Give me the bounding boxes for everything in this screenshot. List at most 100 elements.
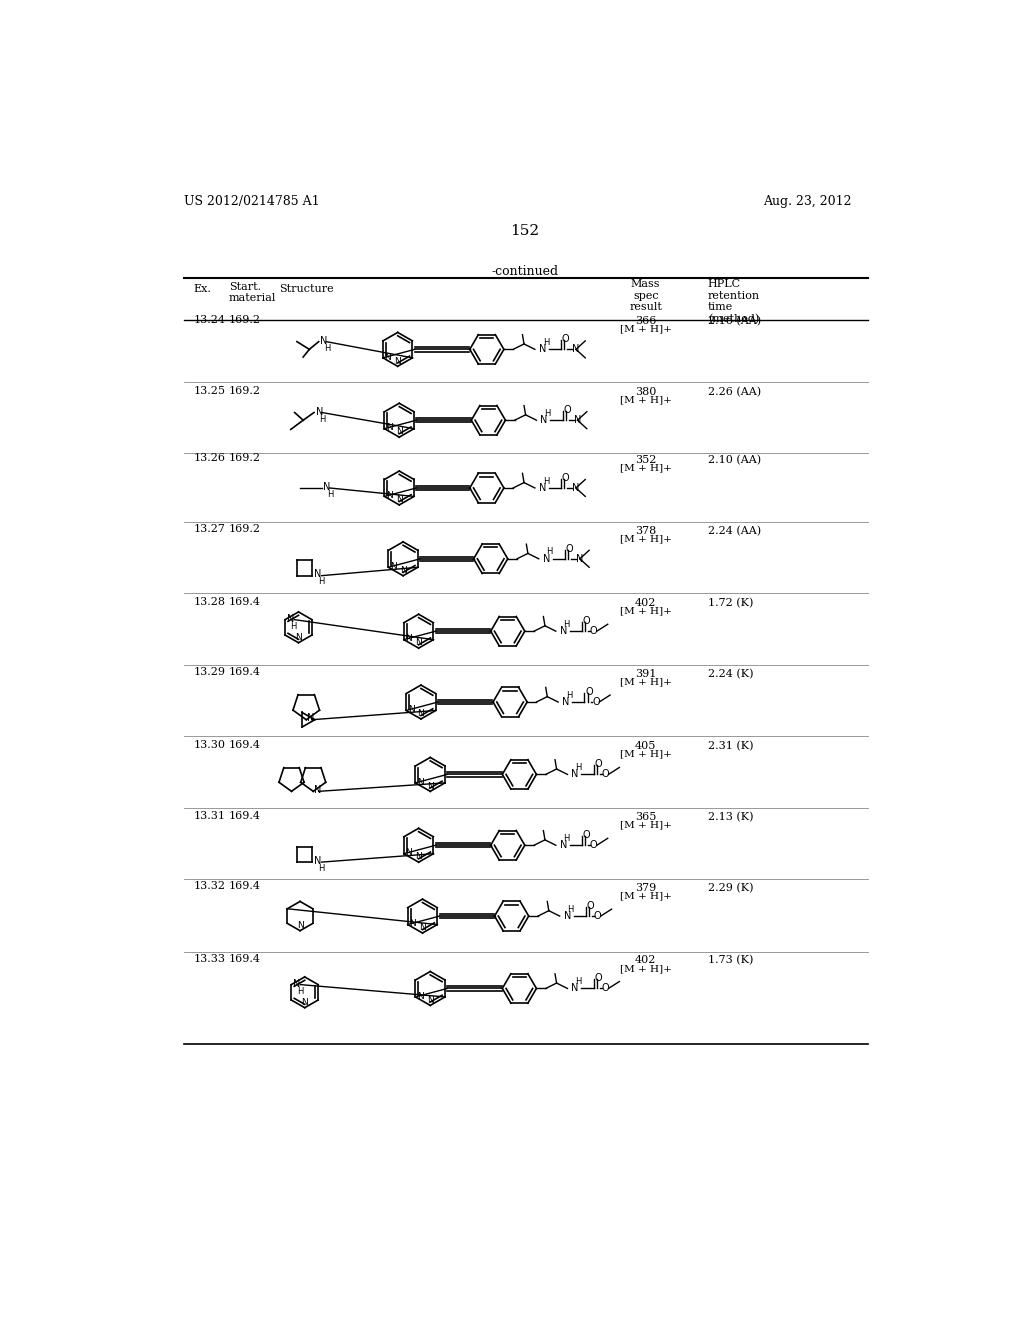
Text: H: H — [566, 690, 572, 700]
Text: 379: 379 — [635, 883, 656, 892]
Text: 380: 380 — [635, 387, 656, 397]
Text: 13.24: 13.24 — [194, 314, 226, 325]
Text: 169.4: 169.4 — [228, 954, 261, 964]
Text: Mass
spec
result: Mass spec result — [630, 280, 663, 313]
Text: H: H — [317, 863, 325, 873]
Text: 402: 402 — [635, 956, 656, 965]
Text: 13.28: 13.28 — [194, 597, 226, 606]
Text: N: N — [295, 634, 302, 642]
Text: N: N — [399, 566, 407, 576]
Text: N: N — [396, 495, 402, 504]
Text: 169.4: 169.4 — [228, 597, 261, 606]
Text: N: N — [539, 483, 546, 492]
Text: Aug. 23, 2012: Aug. 23, 2012 — [764, 195, 852, 209]
Text: [M + H]+: [M + H]+ — [620, 325, 672, 334]
Text: HPLC
retention
time
(method): HPLC retention time (method) — [708, 280, 760, 325]
Text: H: H — [563, 834, 570, 842]
Text: 13.33: 13.33 — [194, 954, 226, 964]
Text: Start.
material: Start. material — [228, 281, 276, 304]
Text: -continued: -continued — [492, 264, 558, 277]
Text: 169.4: 169.4 — [228, 739, 261, 750]
Text: 169.4: 169.4 — [228, 882, 261, 891]
Text: N: N — [293, 979, 300, 989]
Text: N: N — [386, 424, 393, 433]
Text: 169.2: 169.2 — [228, 314, 261, 325]
Text: H: H — [543, 338, 549, 347]
Text: 13.25: 13.25 — [194, 385, 226, 396]
Text: N: N — [575, 554, 584, 564]
Text: O: O — [587, 902, 594, 911]
Text: N: N — [307, 713, 314, 723]
Text: N: N — [324, 482, 331, 492]
Text: N: N — [571, 770, 579, 779]
Text: O: O — [586, 686, 593, 697]
Text: N: N — [314, 569, 322, 579]
Text: N: N — [563, 911, 571, 921]
Text: Structure: Structure — [280, 284, 334, 294]
Text: 152: 152 — [510, 224, 540, 238]
Text: N: N — [416, 639, 422, 647]
Text: [M + H]+: [M + H]+ — [620, 891, 672, 900]
Text: H: H — [291, 622, 297, 631]
Text: N: N — [384, 352, 391, 362]
Text: O: O — [563, 405, 571, 416]
Text: 365: 365 — [635, 812, 656, 822]
Text: N: N — [417, 991, 424, 1001]
Text: 2.24 (AA): 2.24 (AA) — [708, 525, 761, 536]
Text: N: N — [394, 356, 401, 366]
Text: N: N — [301, 998, 308, 1007]
Text: 169.2: 169.2 — [228, 453, 261, 463]
Text: [M + H]+: [M + H]+ — [620, 750, 672, 759]
Text: H: H — [547, 548, 553, 556]
Text: N: N — [573, 416, 581, 425]
Text: 13.31: 13.31 — [194, 810, 226, 821]
Text: O: O — [601, 983, 609, 994]
Text: N: N — [560, 841, 567, 850]
Text: N: N — [321, 335, 328, 346]
Text: 2.13 (K): 2.13 (K) — [708, 812, 754, 822]
Text: O: O — [590, 626, 598, 636]
Text: 2.24 (K): 2.24 (K) — [708, 669, 754, 680]
Text: N: N — [427, 781, 433, 791]
Text: H: H — [544, 409, 551, 417]
Text: N: N — [427, 995, 433, 1005]
Text: N: N — [390, 562, 396, 572]
Text: H: H — [319, 414, 326, 424]
Text: O: O — [583, 830, 591, 841]
Text: N: N — [408, 705, 415, 714]
Text: 2.16 (AA): 2.16 (AA) — [708, 317, 761, 326]
Text: US 2012/0214785 A1: US 2012/0214785 A1 — [183, 195, 319, 209]
Text: H: H — [575, 763, 582, 772]
Text: N: N — [416, 853, 422, 862]
Text: N: N — [572, 483, 580, 492]
Text: N: N — [297, 921, 303, 929]
Text: N: N — [406, 849, 412, 858]
Text: O: O — [590, 841, 598, 850]
Text: 402: 402 — [635, 598, 656, 609]
Text: [M + H]+: [M + H]+ — [620, 607, 672, 615]
Text: 13.26: 13.26 — [194, 453, 226, 463]
Text: H: H — [328, 491, 334, 499]
Text: Ex.: Ex. — [194, 284, 212, 294]
Text: N: N — [315, 407, 323, 417]
Text: H: H — [317, 577, 325, 586]
Text: 405: 405 — [635, 742, 656, 751]
Text: H: H — [567, 904, 573, 913]
Text: 1.72 (K): 1.72 (K) — [708, 598, 753, 609]
Text: 13.27: 13.27 — [194, 524, 225, 535]
Text: 169.4: 169.4 — [228, 810, 261, 821]
Text: 13.29: 13.29 — [194, 668, 226, 677]
Text: H: H — [324, 345, 331, 352]
Text: N: N — [386, 491, 393, 500]
Text: N: N — [560, 626, 567, 636]
Text: [M + H]+: [M + H]+ — [620, 964, 672, 973]
Text: [M + H]+: [M + H]+ — [620, 463, 672, 473]
Text: O: O — [562, 473, 569, 483]
Text: 366: 366 — [635, 317, 656, 326]
Text: 352: 352 — [635, 455, 656, 465]
Text: N: N — [396, 428, 402, 437]
Text: N: N — [419, 923, 426, 932]
Text: [M + H]+: [M + H]+ — [620, 535, 672, 543]
Text: N: N — [287, 614, 294, 624]
Text: 169.2: 169.2 — [228, 385, 261, 396]
